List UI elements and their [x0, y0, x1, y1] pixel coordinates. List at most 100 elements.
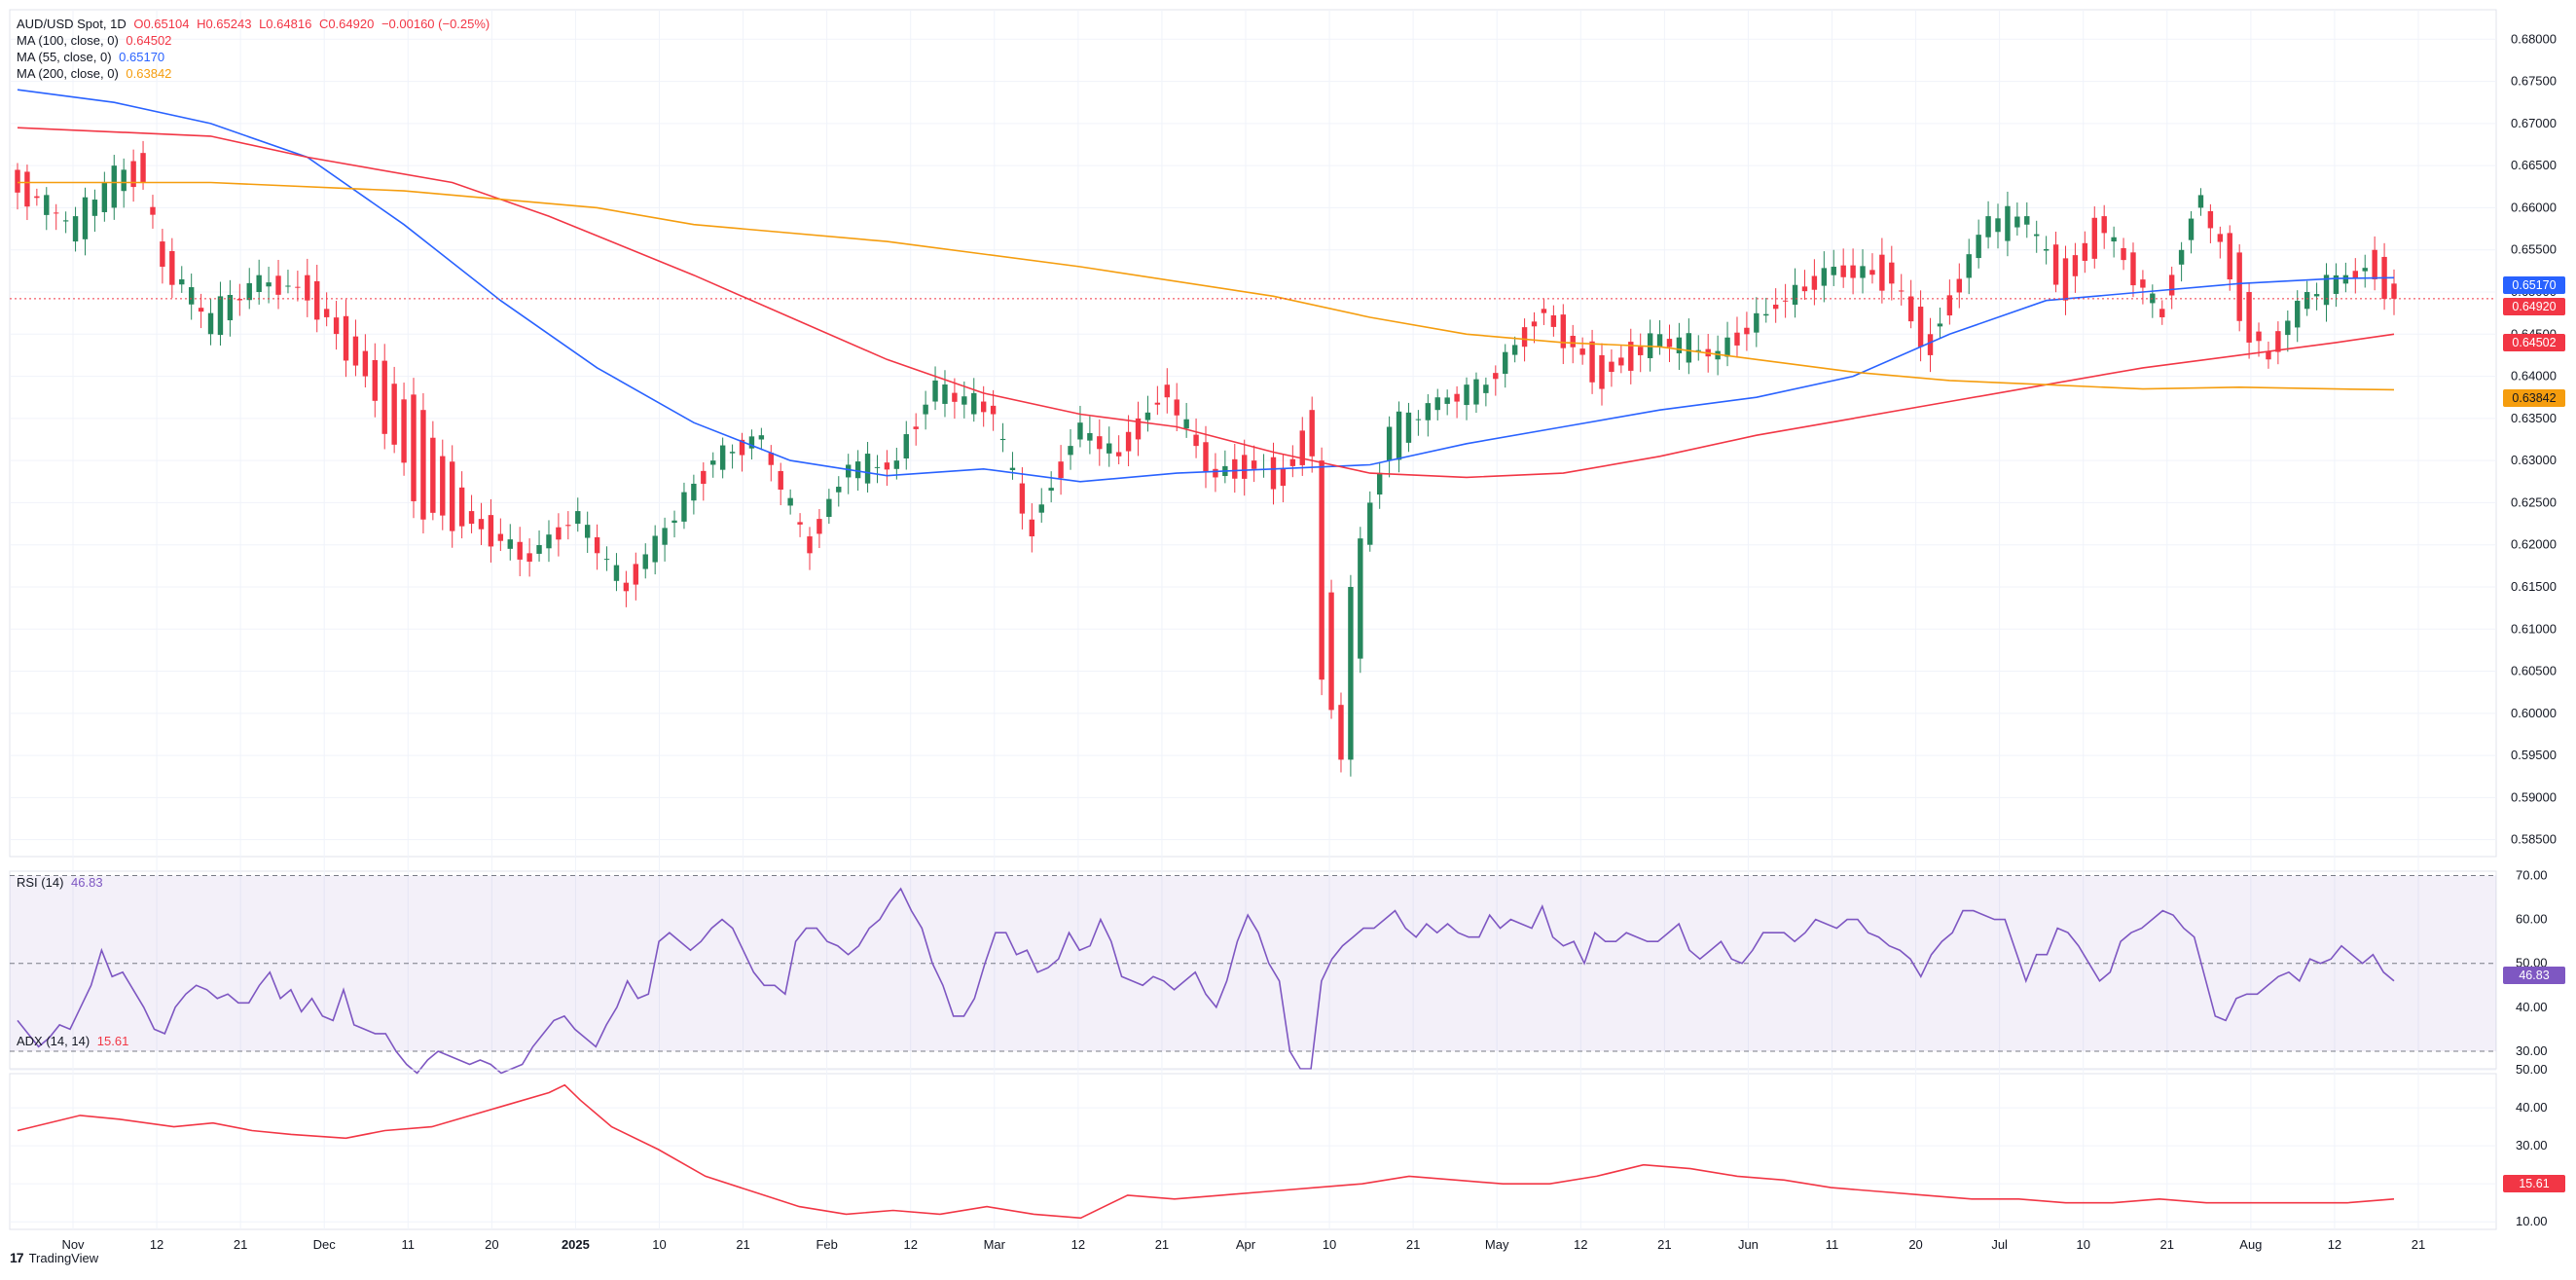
candle-body [2024, 216, 2030, 225]
candle-body [1946, 295, 1953, 316]
candle-body [652, 535, 658, 563]
tradingview-watermark[interactable]: 17 TradingView [10, 1250, 98, 1265]
candle-body [816, 519, 822, 534]
candle-body [1464, 384, 1469, 406]
ma55-legend[interactable]: MA (55, close, 0) 0.65170 [17, 49, 168, 65]
candle-body [807, 536, 813, 554]
ma100-legend[interactable]: MA (100, close, 0) 0.64502 [17, 32, 175, 49]
candle-body [1068, 446, 1073, 456]
price-tick-label: 0.59500 [2511, 748, 2557, 762]
rsi-tick-label: 60.00 [2516, 912, 2548, 927]
candle-body [2178, 249, 2185, 265]
candle-body [2391, 283, 2397, 299]
candle-body [1686, 333, 1692, 363]
candle-body [1792, 284, 1798, 306]
candle-body [179, 278, 185, 285]
candle-body [1328, 592, 1334, 711]
candle-body [468, 511, 475, 525]
candle-body [1618, 357, 1624, 366]
candle-body [2130, 252, 2136, 286]
symbol-title[interactable]: AUD/USD Spot, 1D [17, 17, 127, 31]
price-tick-label: 0.67000 [2511, 116, 2557, 130]
time-tick-label: 12 [150, 1237, 163, 1252]
rsi-value: 46.83 [71, 875, 103, 890]
ma200-label: MA (200, close, 0) [17, 66, 119, 81]
candle-body [333, 317, 340, 335]
candle-body [1782, 300, 1789, 302]
candle-body [980, 401, 987, 413]
candle-body [2323, 274, 2330, 306]
candle-body [2091, 217, 2097, 259]
candle-body [343, 315, 349, 361]
candle-body [1425, 403, 1432, 421]
adx-tick-label: 10.00 [2516, 1214, 2548, 1228]
candle-body [1927, 334, 1934, 355]
candle-body [1107, 443, 1112, 454]
time-tick-label: 11 [402, 1237, 416, 1252]
candle-body [1232, 458, 1238, 479]
candle-body [72, 216, 79, 242]
candle-body [1734, 332, 1740, 346]
candle-body [2372, 249, 2377, 280]
candle-body [1444, 397, 1450, 404]
rsi-price-tag: 46.83 [2503, 967, 2565, 984]
candle-body [2313, 294, 2320, 297]
candle-body [1242, 455, 1248, 479]
candle-body [2295, 301, 2301, 328]
candle-body [1483, 384, 1489, 393]
candle-body [1521, 327, 1528, 347]
ma55-value: 0.65170 [119, 50, 165, 64]
rsi-tick-label: 40.00 [2516, 1000, 2548, 1014]
candle-body [2168, 274, 2175, 296]
candle-body [1125, 431, 1132, 452]
price-tick-label: 0.58500 [2511, 832, 2557, 847]
rsi-legend[interactable]: RSI (14) 46.83 [17, 874, 107, 891]
candle-body [1850, 265, 1856, 278]
candle-body [1656, 334, 1663, 347]
candle-body [556, 527, 562, 540]
candle-body [633, 564, 639, 585]
candle-body [584, 525, 591, 538]
candle-body [2034, 234, 2040, 237]
candle-body [1203, 442, 1209, 472]
price-tick-label: 0.62000 [2511, 537, 2557, 552]
adx-label: ADX (14, 14) [17, 1034, 91, 1048]
candle-body [1338, 705, 1344, 760]
candle-body [2227, 233, 2232, 280]
candle-body [2342, 274, 2349, 284]
candle-body [2159, 309, 2165, 317]
candle-body [1879, 254, 1885, 291]
candle-body [2082, 242, 2088, 261]
candle-body [207, 312, 214, 335]
candle-body [140, 153, 146, 183]
candle-body [420, 410, 426, 520]
candle-body [642, 554, 648, 569]
candle-body [82, 197, 89, 239]
candle-body [1531, 321, 1538, 327]
candle-body [1029, 519, 1035, 537]
candle-body [2140, 279, 2146, 288]
time-tick-label: Feb [816, 1237, 837, 1252]
candle-body [169, 250, 175, 285]
candle-body [1135, 418, 1142, 440]
candle-body [1511, 345, 1518, 355]
candle-body [826, 498, 832, 518]
candle-body [1213, 468, 1218, 478]
time-tick-label: 21 [234, 1237, 247, 1252]
adx-legend[interactable]: ADX (14, 14) 15.61 [17, 1033, 132, 1049]
candle-body [613, 565, 620, 581]
candle-body [846, 464, 852, 478]
candle-body [352, 336, 359, 366]
ma200-legend[interactable]: MA (200, close, 0) 0.63842 [17, 65, 175, 82]
candle-body [2062, 258, 2069, 301]
candle-body [1917, 307, 1924, 347]
candle-body [1358, 538, 1363, 659]
price-tick-label: 0.64000 [2511, 369, 2557, 384]
candle-body [1144, 412, 1151, 421]
candle-body [681, 492, 687, 522]
time-tick-label: May [1485, 1237, 1509, 1252]
candle-body [1183, 419, 1189, 429]
time-tick-label: 11 [1826, 1237, 1839, 1252]
